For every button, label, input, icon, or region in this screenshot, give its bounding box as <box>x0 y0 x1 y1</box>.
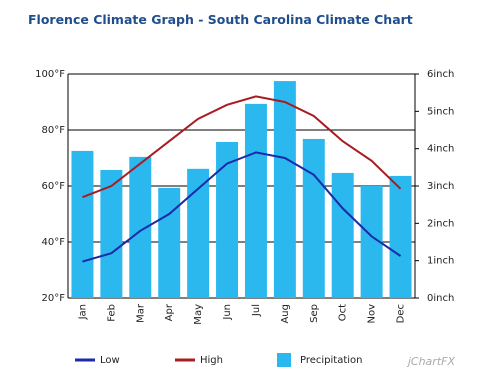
bar <box>360 186 383 298</box>
bar <box>331 172 354 298</box>
x-tick-label: Mar <box>135 303 146 323</box>
y-tick-label: 100°F <box>35 69 65 80</box>
x-tick-label: Oct <box>338 304 349 321</box>
x-tick-label: Feb <box>106 304 117 322</box>
bar <box>129 156 152 298</box>
y2-tick-label: 1inch <box>427 256 454 267</box>
bar <box>158 187 181 298</box>
bar <box>187 168 210 298</box>
x-tick-label: Jan <box>77 304 88 320</box>
watermark: jChartFX <box>406 355 456 368</box>
y2-tick-label: 0inch <box>427 293 454 304</box>
x-tick-label: May <box>193 304 204 325</box>
x-tick-label: Sep <box>309 304 320 323</box>
bar <box>273 81 296 299</box>
x-tick-label: Aug <box>280 304 291 324</box>
y2-tick-label: 3inch <box>427 181 454 192</box>
legend-label: Low <box>100 355 120 366</box>
line <box>82 95 402 199</box>
x-tick-label: Dec <box>396 304 407 323</box>
y2-tick-label: 5inch <box>427 106 454 117</box>
line <box>82 151 402 263</box>
y-tick-label: 40°F <box>42 237 66 248</box>
legend-label: High <box>200 355 223 366</box>
x-tick-label: Apr <box>164 303 175 321</box>
x-tick-label: Jul <box>251 304 262 317</box>
bar <box>302 138 325 298</box>
chart-title: Florence Climate Graph - South Carolina … <box>28 12 413 27</box>
legend-label: Precipitation <box>300 355 363 366</box>
y-tick-label: 80°F <box>42 125 66 136</box>
bar <box>244 103 267 298</box>
y2-tick-label: 2inch <box>427 218 454 229</box>
legend-swatch <box>277 353 291 367</box>
y2-tick-label: 4inch <box>427 144 454 155</box>
y2-tick-label: 6inch <box>427 69 454 80</box>
bar <box>100 169 123 298</box>
x-tick-label: Nov <box>367 304 378 324</box>
bar <box>216 141 239 298</box>
y-tick-label: 20°F <box>42 293 66 304</box>
bar <box>389 175 412 298</box>
x-tick-label: Jun <box>222 304 233 321</box>
y-tick-label: 60°F <box>42 181 66 192</box>
bar <box>71 150 94 298</box>
